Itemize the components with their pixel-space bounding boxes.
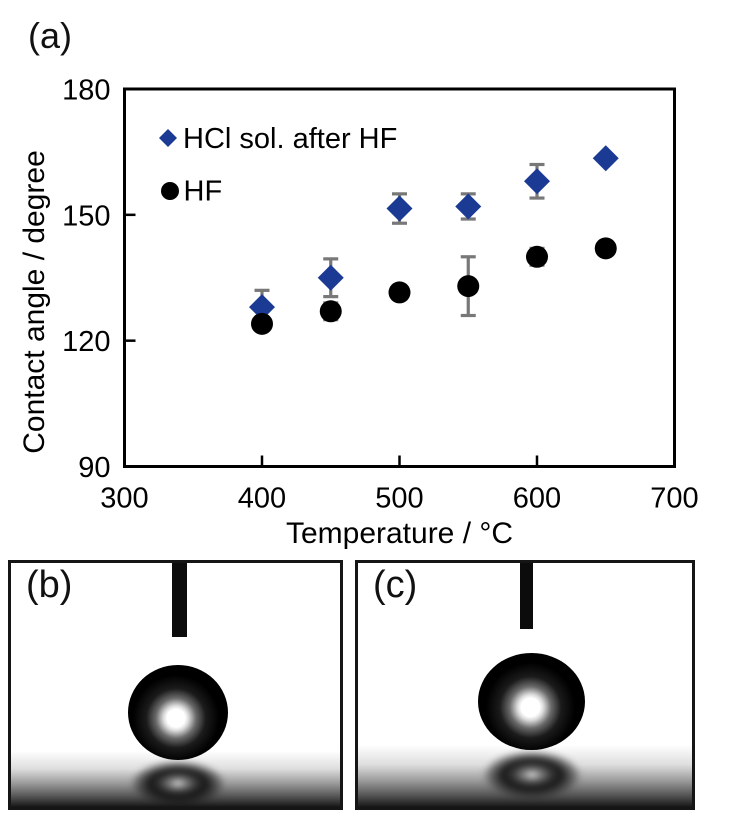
data-point-diamond [249,294,275,321]
data-point-diamond [386,195,413,222]
dispensing-needle [172,563,187,637]
data-point-circle [594,237,617,260]
x-tick-label: 600 [513,483,561,515]
data-point-diamond [455,193,482,220]
data-point-circle [251,312,273,335]
data-point-diamond [524,168,550,195]
x-tick-label: 300 [100,483,148,515]
plot-frame [123,87,676,468]
data-point-diamond [592,145,619,172]
droplet-photo-c: (c) [355,560,695,810]
data-point-circle [457,275,480,298]
panel-a-label: (a) [28,15,72,56]
data-point-circle [388,281,411,304]
legend-label: HF [184,176,223,208]
x-tick-label: 400 [238,483,286,515]
legend-label: HCl sol. after HF [183,123,397,155]
contact-angle-chart: 90 120 150 180 300 400 500 600 700 Temperature / … [18,75,699,551]
x-axis-title: Temperature / °C [286,517,513,550]
legend-marker-diamond [159,129,177,147]
data-point-circle [526,245,548,268]
panel-c-label: (c) [373,564,418,606]
legend-marker-circle [161,182,179,200]
y-tick-label: 120 [62,326,110,358]
y-axis-title: Contact angle / degree [18,150,51,454]
droplet-photo-b: (b) [8,560,343,810]
y-tick-label: 90 [78,452,110,484]
data-point-circle [319,300,342,323]
water-droplet [478,653,585,750]
droplet-reflection [482,750,582,805]
dispensing-needle [520,563,533,629]
x-tick-label: 500 [375,483,423,515]
y-tick-label: 150 [62,200,110,232]
x-tick-label: 700 [650,483,698,515]
y-tick-label: 180 [62,75,110,107]
droplet-reflection [130,760,226,807]
panel-b-label: (b) [26,564,73,606]
data-point-diamond [317,264,344,291]
water-droplet [128,665,228,760]
